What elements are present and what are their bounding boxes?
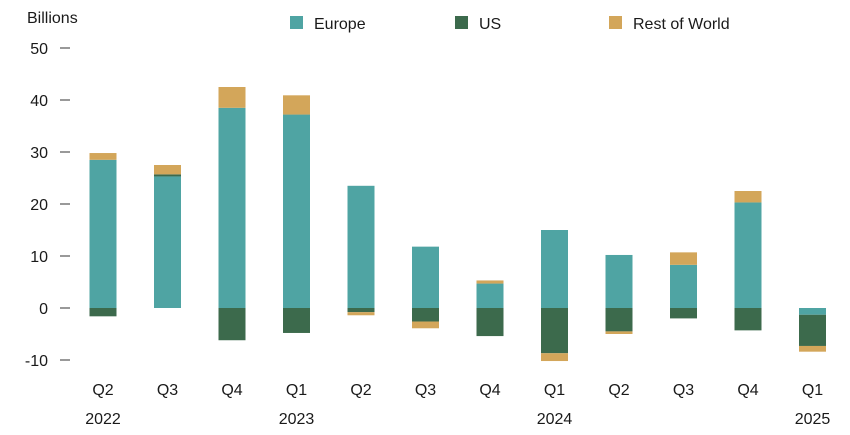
x-tick-label-8: Q2 (608, 382, 629, 399)
bar-8-series-0 (605, 254, 633, 308)
bar-3-series-1 (283, 308, 310, 333)
bar-6-series-1 (476, 308, 504, 337)
x-tick-label-9: Q3 (673, 382, 694, 399)
legend-swatch-2 (609, 16, 622, 29)
bar-9-series-0 (670, 264, 697, 308)
x-axis-year-labels: 2022 2023 2024 2025 (85, 411, 830, 428)
x-tick-label-3: Q1 (286, 382, 307, 399)
y-tick-label-4: 10 (30, 249, 48, 266)
x-tick-label-10: Q4 (737, 382, 758, 399)
y-axis-title: Billions (27, 10, 78, 27)
bar-6-series-2 (476, 280, 504, 284)
x-tick-label-11: Q1 (802, 382, 823, 399)
bar-5-series-2 (412, 321, 439, 329)
y-tick-label-0: 50 (30, 41, 48, 58)
x-tick-label-5: Q3 (415, 382, 436, 399)
bar-4-series-1 (347, 308, 375, 313)
bar-7-series-1 (541, 308, 568, 354)
bar-1-series-2 (154, 165, 181, 175)
bar-9-series-2 (670, 252, 697, 265)
bar-5-series-0 (412, 246, 439, 308)
bar-11-series-2 (799, 345, 826, 352)
bar-0-series-2 (89, 153, 117, 160)
legend-label-2: Rest of World (633, 16, 730, 33)
legend: Europe US Rest of World (290, 16, 730, 33)
x-axis-ticks: Q2 Q3 Q4 Q1 Q2 Q3 Q4 Q1 Q2 Q3 Q4 Q1 (92, 382, 823, 399)
bar-11-series-0 (799, 308, 826, 315)
bars (89, 87, 826, 362)
bar-8-series-1 (605, 308, 633, 332)
legend-swatch-0 (290, 16, 303, 29)
bar-10-series-0 (734, 202, 762, 308)
bar-10-series-1 (734, 308, 762, 331)
bar-3-series-2 (283, 95, 310, 115)
bar-4-series-2 (347, 312, 375, 316)
bar-7-series-0 (541, 230, 568, 308)
bar-1-series-1 (154, 174, 181, 177)
bar-8-series-2 (605, 331, 633, 334)
bar-4-series-0 (347, 185, 375, 308)
y-tick-label-6: -10 (25, 353, 48, 370)
y-axis-ticks: 50 40 30 20 10 0 -10 (25, 41, 70, 370)
y-tick-label-2: 30 (30, 145, 48, 162)
year-label-2: 2024 (537, 411, 573, 428)
x-tick-label-4: Q2 (350, 382, 371, 399)
bar-2-series-2 (218, 87, 246, 108)
bar-5-series-1 (412, 308, 439, 322)
bar-0-series-0 (89, 159, 117, 308)
legend-label-1: US (479, 16, 501, 33)
x-tick-label-7: Q1 (544, 382, 565, 399)
bar-3-series-0 (283, 114, 310, 308)
year-label-0: 2022 (85, 411, 121, 428)
legend-swatch-1 (455, 16, 468, 29)
bar-2-series-0 (218, 107, 246, 308)
legend-label-0: Europe (314, 16, 366, 33)
x-tick-label-1: Q3 (157, 382, 178, 399)
bar-2-series-1 (218, 308, 246, 341)
bar-10-series-2 (734, 191, 762, 203)
y-tick-label-3: 20 (30, 197, 48, 214)
year-label-1: 2023 (279, 411, 315, 428)
x-tick-label-2: Q4 (221, 382, 242, 399)
bar-6-series-0 (476, 283, 504, 308)
y-tick-label-1: 40 (30, 93, 48, 110)
bar-7-series-2 (541, 353, 568, 362)
bar-11-series-1 (799, 314, 826, 346)
bar-0-series-1 (89, 308, 117, 317)
x-tick-label-0: Q2 (92, 382, 113, 399)
y-tick-label-5: 0 (39, 301, 48, 318)
x-tick-label-6: Q4 (479, 382, 500, 399)
bar-1-series-0 (154, 176, 181, 308)
bar-9-series-1 (670, 308, 697, 319)
year-label-3: 2025 (795, 411, 831, 428)
